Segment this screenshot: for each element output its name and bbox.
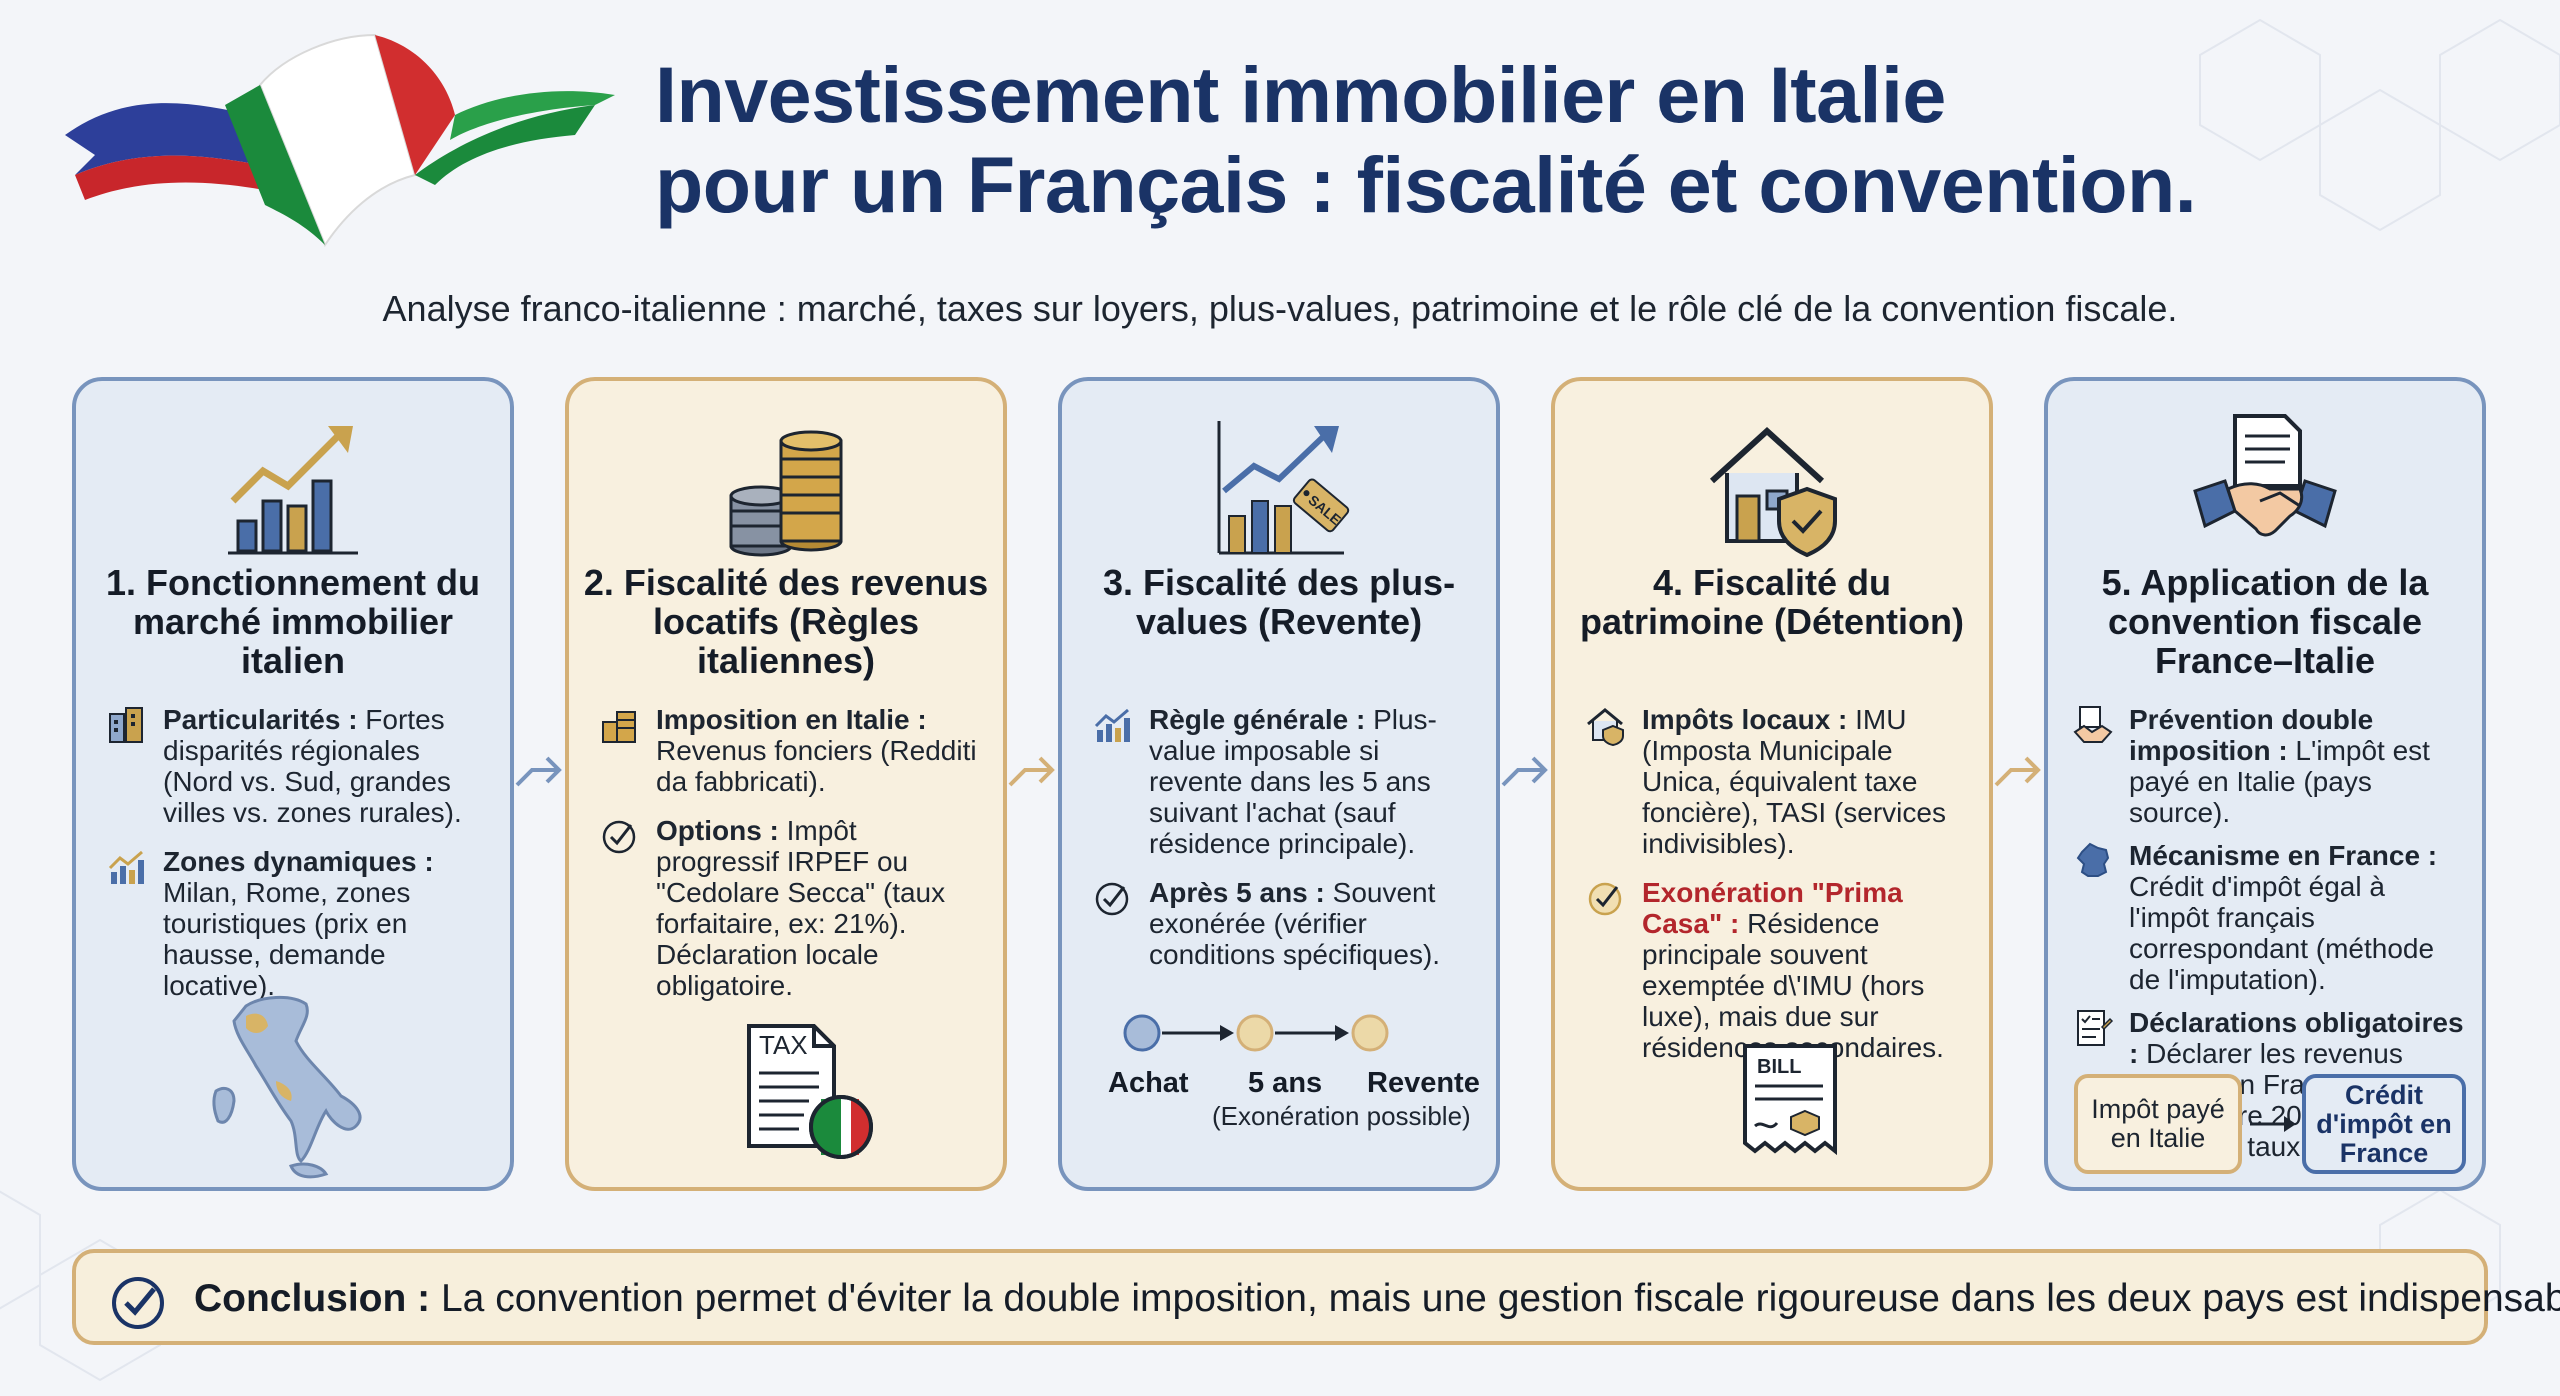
list-item: Options : Impôt progressif IRPEF ou "Ced… (599, 815, 985, 1001)
arrow-right-icon (2250, 1116, 2296, 1132)
card-title: 3. Fiscalité des plus-values (Revente) (1102, 562, 1456, 642)
list-item: Règle générale : Plus-value imposable si… (1092, 704, 1478, 859)
timeline-label-resale: Revente (1367, 1067, 1480, 1099)
card-property-wealth: 4. Fiscalité du patrimoine (Détention) I… (1551, 377, 1993, 1191)
page-title: Investissement immobilier en Italie pour… (655, 50, 2197, 229)
timeline-note: (Exonération possible) (1212, 1101, 1471, 1131)
arrow-right-icon (515, 756, 562, 787)
list-item: Après 5 ans : Souvent exonérée (vérifier… (1092, 877, 1478, 970)
chart-up-icon (108, 850, 144, 884)
list-item: Prévention double imposition : L'impôt e… (2072, 704, 2472, 828)
france-map-icon (2076, 842, 2110, 877)
arrow-right-icon (1501, 756, 1548, 787)
card-title: 5. Application de la convention fiscale … (2101, 562, 2429, 681)
list-item: Particularités : Fortes disparités régio… (106, 704, 492, 828)
conclusion-text: Conclusion : La convention permet d'évit… (194, 1277, 2560, 1320)
card-title: 1. Fonctionnement du marché immobilier i… (106, 562, 480, 681)
card-tax-convention: 5. Application de la convention fiscale … (2044, 377, 2486, 1191)
svg-text:BILL: BILL (1757, 1056, 1801, 1078)
flag-ribbon-icon (65, 33, 615, 248)
list-item: Zones dynamiques : Milan, Rome, zones to… (106, 846, 492, 1001)
card-title: 2. Fiscalité des revenus locatifs (Règle… (583, 562, 989, 681)
buildings-icon (109, 707, 143, 743)
chart-up-icon (1094, 708, 1130, 742)
conclusion-banner: Conclusion : La convention permet d'évit… (72, 1249, 2560, 1345)
coins-stack-icon (729, 430, 843, 557)
handshake-icon (2073, 706, 2113, 743)
coins-icon (602, 711, 636, 743)
check-circle-icon (1095, 882, 1129, 916)
card-rental-income: 2. Fiscalité des revenus locatifs (Règle… (565, 377, 1007, 1191)
handshake-document-icon (2193, 414, 2337, 537)
flow-box-tax-paid-italy: Impôt payé en Italie (2074, 1074, 2242, 1174)
card-capital-gains: SALE 3. Fiscalité des plus-values (Reven… (1058, 377, 1500, 1191)
svg-text:TAX: TAX (759, 1030, 808, 1060)
timeline (1123, 1014, 1389, 1052)
bill-receipt-icon: BILL (1743, 1044, 1837, 1156)
sale-chart-icon: SALE (1217, 421, 1350, 555)
house-icon (1587, 708, 1624, 746)
flow-box-tax-credit-france: Crédit d'impôt en France (2302, 1074, 2466, 1174)
house-shield-icon (1709, 426, 1837, 558)
checklist-icon (2077, 1010, 2114, 1046)
page-subtitle: Analyse franco-italienne : marché, taxes… (382, 288, 2178, 329)
card-market: 1. Fonctionnement du marché immobilier i… (72, 377, 514, 1191)
list-item: Impôts locaux : IMU (Imposta Municipale … (1585, 704, 1971, 859)
timeline-label-purchase: Achat (1108, 1067, 1189, 1099)
arrow-right-icon (1994, 756, 2041, 787)
arrow-right-icon (1008, 756, 1055, 787)
card-title: 4. Fiscalité du patrimoine (Détention) (1580, 562, 1964, 642)
list-item: Exonération "Prima Casa" : Résidence pri… (1585, 877, 1971, 1063)
check-circle-icon (1588, 882, 1622, 916)
italy-map-icon (212, 995, 362, 1179)
check-circle-icon (602, 820, 636, 854)
timeline-label-5-years: 5 ans (1248, 1067, 1323, 1099)
tax-document-icon: TAX (747, 1024, 873, 1159)
check-circle-icon (112, 1277, 164, 1329)
bar-chart-growth-icon (228, 426, 358, 555)
list-item: Imposition en Italie : Revenus fonciers … (599, 704, 985, 797)
list-item: Mécanisme en France : Crédit d'impôt éga… (2072, 840, 2472, 995)
